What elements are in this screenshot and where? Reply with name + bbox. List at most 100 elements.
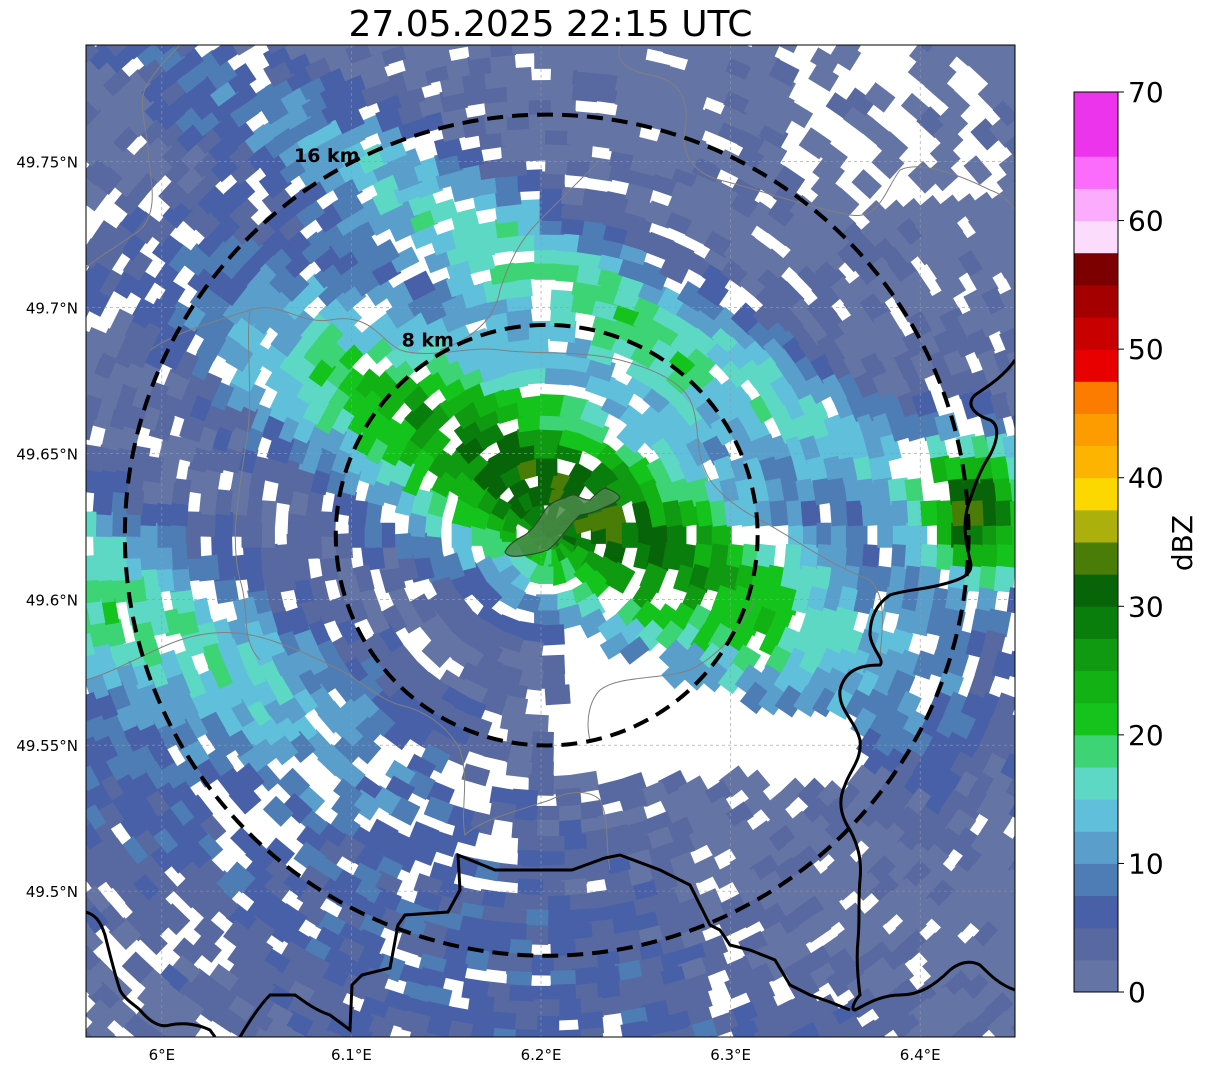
colorbar-tick-label: 20 [1128,719,1164,752]
colorbar-segment [1074,220,1118,254]
colorbar-segment [1074,252,1118,286]
radar-bin [363,605,391,636]
radar-bin [331,795,361,824]
radar-bin [232,596,260,626]
radar-bin [606,477,635,508]
radar-bin [207,659,234,690]
radar-bin [495,430,525,455]
radar-bin [522,925,549,945]
radar-bin [353,368,382,398]
radar-bin [360,543,386,571]
radar-bin [169,586,196,615]
radar-bin [582,861,610,883]
radar-bin [816,543,836,571]
radar-bin [328,636,356,667]
colorbar-segment [1074,831,1118,864]
radar-bin [451,522,472,548]
colorbar-segment [1074,124,1118,157]
radar-bin [385,759,416,788]
radar-bin [731,868,762,895]
radar-bin [195,669,221,700]
radar-bin [247,403,272,433]
radar-bin [421,510,444,538]
radar-bin [379,604,407,635]
radar-bin [879,350,905,381]
radar-bin [458,380,488,407]
radar-bin [151,500,173,527]
radar-bin [456,363,488,391]
radar-bin [151,544,173,571]
radar-bin [199,488,218,516]
radar-bin [717,662,748,695]
radar-bin [539,184,565,207]
radar-bin [539,426,565,444]
radar-bin [363,499,383,527]
radar-bin [511,818,538,840]
radar-bin [597,613,630,645]
colorbar-segment [1074,284,1118,318]
radar-bin [887,477,911,505]
radar-bin [915,586,938,615]
radar-bin [288,488,310,516]
radar-bin [550,289,577,312]
radar-bin [488,232,517,255]
radar-bin [516,639,544,659]
radar-bin [534,805,560,825]
radar-bin [232,762,265,796]
radar-bin [275,627,301,658]
radar-bin [475,603,506,632]
radar-bin [285,308,315,339]
radar-bin [262,795,294,827]
radar-bin [505,494,531,520]
radar-bin [800,500,821,527]
radar-bin [331,190,364,221]
radar-bin [891,500,911,527]
radar-bin [511,261,538,281]
radar-bin [534,441,560,459]
radar-bin [920,544,942,571]
radar-bin [335,698,368,731]
colorbar-segment [1074,702,1118,736]
radar-bin [797,777,828,809]
radar-bin [258,522,275,548]
radar-bin [579,417,610,444]
radar-bin [424,592,454,624]
radar-bin [728,833,760,863]
radar-bin [811,277,843,310]
radar-bin [555,804,582,824]
radar-bin [500,141,528,163]
colorbar-ticks: 0 10 20 30 40 50 60 70 [1118,76,1164,1009]
radar-bin [277,270,310,302]
radar-bin [182,533,202,560]
radar-bin [553,604,584,631]
radar-bin [599,632,631,660]
radar-bin [560,217,588,236]
radar-bin [738,769,771,802]
radar-bin [587,156,616,182]
radar-bin [167,522,186,548]
radar-bin [582,188,610,210]
radar-bin [239,381,266,413]
radar-bin [582,846,610,867]
colorbar-label: dBZ [1166,515,1199,571]
radar-bin [873,565,894,593]
radar-bin [421,636,454,668]
radar-bin [862,544,880,571]
radar-bin [665,835,696,861]
colorbar-tick-label: 50 [1128,333,1164,366]
radar-bin [517,834,544,855]
radar-bin [666,193,697,220]
colorbar-segment [1074,92,1118,125]
radar-bin [388,373,419,404]
radar-bin [301,511,323,538]
radar-bin [423,796,455,824]
radar-bin [760,792,791,822]
radar-bin [281,792,313,824]
radar-bin [202,746,234,780]
radar-bin [561,186,588,206]
colorbar-segment [1074,477,1118,511]
radar-bin [517,849,544,870]
radar-bin [259,565,281,593]
radar-bin [845,522,868,548]
